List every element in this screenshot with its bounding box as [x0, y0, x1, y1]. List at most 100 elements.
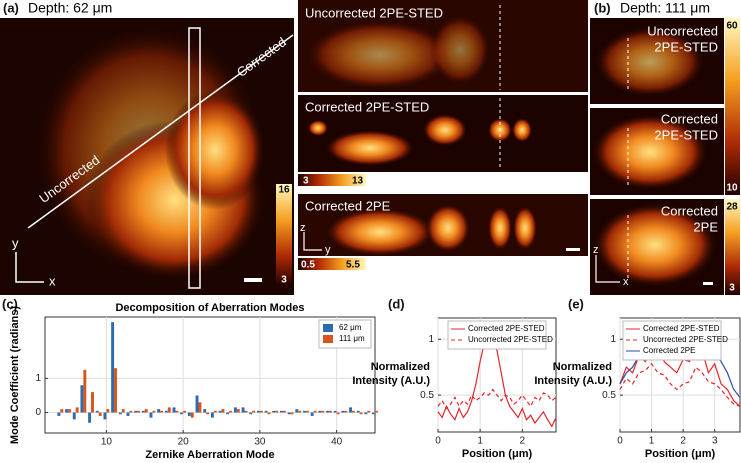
bar [183, 410, 187, 413]
x-tick-label: 2 [680, 436, 686, 447]
y-axis-label: Intensity (A.U.) [352, 375, 430, 387]
divider [27, 34, 294, 229]
depth-label: Depth: 62 μm [28, 0, 112, 16]
inset-title: Uncorrected 2PE-STED [305, 5, 443, 20]
inset-title: Corrected 2PE-STED [305, 99, 429, 114]
x-tick-label: 1 [477, 436, 483, 447]
image-title: 2PE [693, 219, 718, 234]
y-axis-label: Intensity (A.U.) [534, 375, 612, 387]
bar [259, 410, 263, 413]
image-blob [325, 208, 435, 256]
legend-box [447, 320, 547, 350]
bar [152, 410, 156, 413]
bar [252, 410, 256, 413]
panel-label: (d) [388, 296, 405, 311]
x-tick-label: 2 [520, 436, 526, 447]
image-title: 2PE-STED [654, 127, 718, 142]
x-tick-label: 0 [435, 436, 441, 447]
scale-bar [566, 248, 580, 251]
bar [241, 407, 245, 413]
bar [290, 412, 294, 415]
bar [91, 392, 94, 413]
axis-label: y [12, 235, 19, 250]
y-tick-label: 0.5 [602, 390, 616, 401]
image-blob [592, 114, 708, 190]
colorbar-label: 60 [726, 21, 738, 32]
colorbar [298, 258, 366, 270]
bar [295, 409, 299, 413]
bar [318, 410, 322, 413]
bar [264, 410, 268, 413]
bar [72, 412, 76, 420]
x-tick-label: 10 [101, 437, 113, 448]
bar [195, 395, 199, 413]
colorbar-label: 28 [726, 202, 738, 213]
bar [359, 412, 363, 415]
bar [175, 410, 179, 413]
y-tick-label: 1 [610, 334, 616, 345]
x-tick-label: 20 [178, 437, 190, 448]
colorbar [276, 184, 292, 286]
scale-bar [703, 282, 713, 285]
image-blob [423, 114, 467, 146]
line-roi [188, 27, 201, 289]
image-blob [595, 27, 705, 97]
bar [364, 412, 368, 415]
bar [88, 412, 92, 423]
bar [356, 410, 360, 413]
colorbar-label: 3 [303, 176, 309, 187]
image-blob [512, 118, 532, 142]
x-axis-label: Position (μm) [645, 448, 716, 460]
bar [190, 412, 194, 418]
x-tick-label: 30 [254, 437, 266, 448]
axis-arrows [595, 255, 620, 283]
image-blob [430, 15, 490, 85]
colorbar [725, 199, 740, 295]
x-axis-label: Zernike Aberration Mode [145, 449, 274, 461]
scale-bar [244, 278, 262, 282]
legend-label: 111 μm [339, 334, 365, 343]
axis-label: x [49, 273, 56, 288]
colorbar-label: 16 [278, 185, 290, 196]
y-axis-label: Normalized [553, 361, 612, 373]
colorbar-label: 13 [352, 176, 364, 187]
x-axis-label: Position (μm) [462, 448, 533, 460]
bar [95, 410, 99, 413]
bar [203, 409, 207, 413]
axis-label: z [300, 222, 306, 234]
colorbar-label: 0.5 [301, 260, 315, 271]
panel-label: (e) [568, 296, 584, 311]
bar [233, 407, 237, 413]
bar [141, 410, 145, 413]
bar [321, 410, 325, 413]
axis-label: z [593, 244, 599, 256]
bar [180, 412, 184, 415]
bar [367, 410, 371, 413]
panel-label: (b) [594, 0, 611, 15]
colorbar-label: 10 [726, 183, 738, 194]
bar [149, 412, 153, 418]
bar [344, 410, 348, 413]
bar [98, 412, 102, 416]
bar [267, 412, 271, 415]
depth-label: Depth: 111 μm [620, 0, 710, 16]
legend-label: Uncorrected 2PE-STED [643, 335, 728, 344]
panel-label: (a) [3, 0, 19, 15]
bar [275, 410, 279, 413]
bar [75, 407, 79, 413]
line [437, 338, 557, 428]
bar [172, 407, 176, 413]
axis-label: x [623, 276, 629, 288]
legend-swatch [323, 335, 333, 343]
bar [336, 412, 340, 415]
bar [279, 410, 283, 413]
legend-label: Corrected 2PE-STED [468, 324, 545, 333]
bar [80, 385, 84, 413]
bar [129, 410, 133, 413]
bar [106, 409, 110, 413]
image-title: Corrected [661, 111, 718, 126]
bar [298, 410, 302, 413]
bar [187, 412, 191, 416]
chart-title: Decomposition of Aberration Modes [115, 302, 304, 314]
y-axis-label: Mode Coefficient (radians) [9, 306, 21, 444]
